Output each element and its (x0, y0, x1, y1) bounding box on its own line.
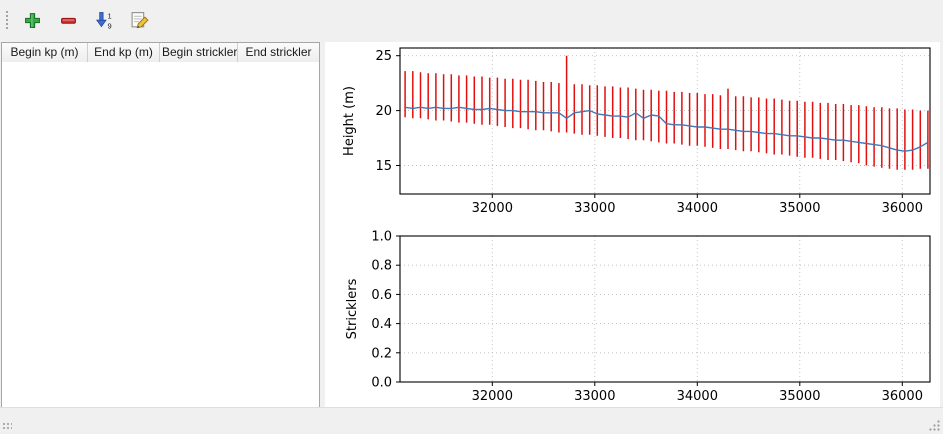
svg-text:Stricklers: Stricklers (345, 278, 360, 339)
svg-text:32000: 32000 (472, 389, 513, 404)
plus-icon (24, 12, 40, 28)
column-header-end-strickler[interactable]: End strickler (238, 43, 319, 62)
resize-grip-icon[interactable] (928, 419, 941, 432)
svg-text:0.8: 0.8 (371, 259, 392, 274)
svg-text:33000: 33000 (574, 389, 615, 404)
column-header-begin-kp[interactable]: Begin kp (m) (2, 43, 88, 62)
svg-text:34000: 34000 (677, 389, 718, 404)
sort-button[interactable]: 1 9 (89, 5, 119, 35)
svg-text:0.0: 0.0 (371, 376, 392, 391)
svg-text:0.6: 0.6 (371, 288, 392, 303)
remove-button[interactable] (53, 5, 83, 35)
svg-text:33000: 33000 (574, 201, 615, 216)
svg-text:36000: 36000 (882, 201, 923, 216)
svg-text:35000: 35000 (779, 201, 820, 216)
minus-icon (60, 17, 76, 24)
sort-digit-top: 1 (107, 11, 111, 20)
table-body-empty[interactable] (2, 62, 319, 407)
svg-text:36000: 36000 (882, 389, 923, 404)
svg-text:0.2: 0.2 (371, 346, 392, 361)
stricklers-table: Begin kp (m) End kp (m) Begin strickler … (1, 42, 320, 408)
sort-digit-bottom: 9 (107, 21, 111, 30)
toolbar: 1 9 (0, 0, 943, 40)
svg-text:35000: 35000 (779, 389, 820, 404)
svg-text:34000: 34000 (677, 201, 718, 216)
status-bar (0, 407, 943, 434)
toolbar-handle[interactable] (4, 9, 10, 31)
svg-text:0.4: 0.4 (371, 317, 392, 332)
svg-text:32000: 32000 (472, 201, 513, 216)
charts-panel: 32000 33000 34000 35000 36000 15 20 25 Height (m… (325, 42, 940, 408)
table-header-row: Begin kp (m) End kp (m) Begin strickler … (2, 43, 319, 63)
height-profile-chart: 32000 33000 34000 35000 36000 15 20 25 Height (m… (342, 47, 931, 216)
sort-numeric-icon: 1 9 (95, 11, 111, 30)
add-button[interactable] (17, 5, 47, 35)
edit-icon (131, 12, 149, 29)
svg-text:15: 15 (375, 159, 392, 174)
svg-text:1.0: 1.0 (371, 230, 392, 245)
column-header-end-kp[interactable]: End kp (m) (88, 43, 160, 62)
status-left-dots (2, 422, 12, 430)
column-header-begin-strickler[interactable]: Begin strickler (160, 43, 238, 62)
svg-text:20: 20 (375, 104, 392, 119)
svg-text:25: 25 (375, 49, 392, 64)
stricklers-chart: 32000 33000 34000 35000 36000 0.0 0.2 0.4 0.6 0.8… (345, 230, 931, 404)
svg-text:Height (m): Height (m) (342, 86, 357, 156)
edit-button[interactable] (125, 5, 155, 35)
